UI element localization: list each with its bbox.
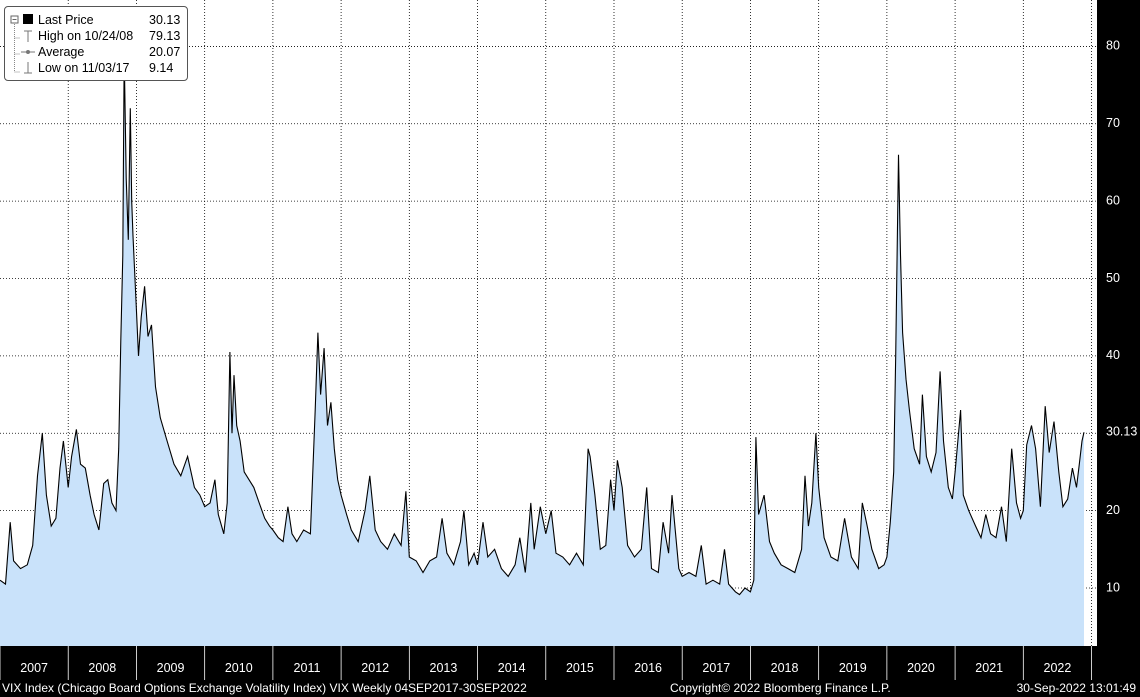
legend-item-high: High on 10/24/08 79.13 [5, 28, 189, 44]
y-tick-label: 60 [1106, 193, 1120, 207]
x-tick-label: 2021 [975, 661, 1003, 675]
x-tick-label: 2008 [88, 661, 116, 675]
legend: Last Price 30.13 High on 10/24/08 79.13 … [4, 6, 188, 81]
last-price-marker-shape [1097, 424, 1140, 441]
average-marker-icon [21, 50, 35, 54]
y-tick-label: 50 [1106, 271, 1120, 285]
legend-label: High on 10/24/08 [38, 29, 134, 43]
y-tick-label: 20 [1106, 503, 1120, 517]
y-tick-label: 10 [1106, 580, 1120, 594]
y-tick-label: 80 [1106, 39, 1120, 53]
x-tick-label: 2022 [1044, 661, 1072, 675]
x-tick-label: 2011 [294, 661, 321, 675]
footer-copyright: Copyright© 2022 Bloomberg Finance L.P. [670, 681, 891, 695]
x-tick-label: 2017 [702, 661, 730, 675]
x-tick-label: 2010 [225, 661, 253, 675]
low-marker-icon [24, 62, 32, 74]
x-tick-label: 2020 [907, 661, 935, 675]
legend-value: 30.13 [149, 13, 181, 27]
x-tick-label: 2012 [361, 661, 389, 675]
legend-tree-lines [10, 15, 20, 73]
legend-label: Low on 11/03/17 [38, 61, 130, 75]
square-icon [23, 14, 33, 24]
x-tick-label: 2016 [634, 661, 662, 675]
legend-value: 79.13 [149, 29, 181, 43]
y-tick-label: 40 [1106, 348, 1120, 362]
vix-line [0, 53, 1085, 596]
legend-label: Last Price [38, 13, 94, 27]
footer-description: VIX Index (Chicago Board Options Exchang… [2, 681, 527, 695]
last-price-marker-label: 30.13 [1106, 425, 1137, 439]
legend-item-low: Low on 11/03/17 9.14 [5, 60, 189, 76]
high-marker-icon [24, 30, 32, 42]
legend-value: 9.14 [149, 61, 174, 75]
x-tick-label: 2013 [430, 661, 458, 675]
x-tick-label: 2018 [771, 661, 799, 675]
vix-area [0, 53, 1084, 647]
x-axis-ticks: 2007 2008 2009 2010 2011 2012 2013 2014 2015 2016… [0, 646, 1092, 680]
x-tick-label: 2015 [566, 661, 594, 675]
last-price-marker: 30.13 [1097, 424, 1140, 441]
x-tick-label: 2007 [20, 661, 48, 675]
x-tick-label: 2014 [498, 661, 526, 675]
legend-item-average: Average 20.07 [5, 44, 189, 60]
x-tick-label: 2009 [157, 661, 185, 675]
footer-timestamp: 30-Sep-2022 13:01:49 [1016, 681, 1136, 695]
legend-value: 20.07 [149, 45, 181, 59]
y-tick-label: 70 [1106, 116, 1120, 130]
legend-label: Average [38, 45, 85, 59]
x-tick-label: 2019 [839, 661, 867, 675]
legend-item-last-price: Last Price 30.13 [5, 12, 189, 28]
